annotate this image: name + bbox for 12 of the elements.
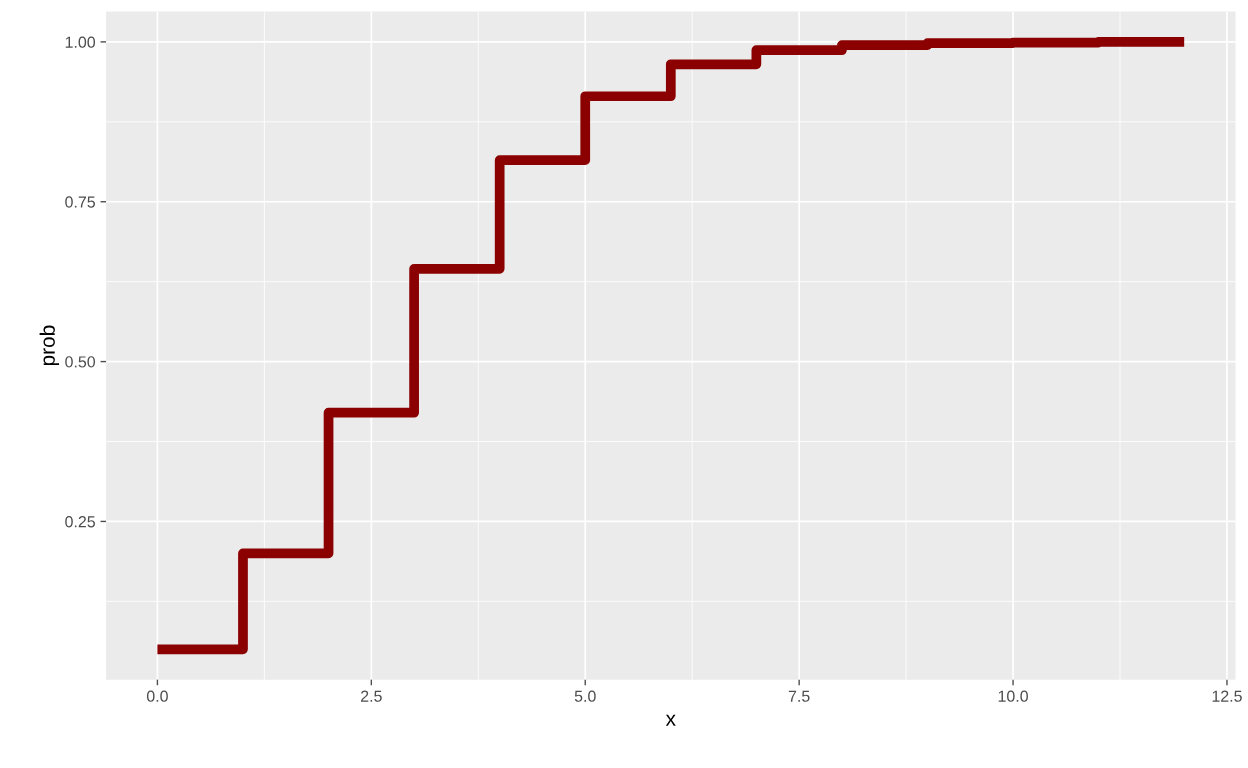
- x-tick-label: 0.0: [146, 690, 168, 702]
- y-tick-label: 0.25: [65, 516, 95, 528]
- y-tick-label: 0.50: [65, 356, 96, 368]
- y-tick-label: 1.00: [65, 36, 96, 48]
- x-tick-label: 10.0: [998, 690, 1028, 702]
- x-tick-label: 2.5: [361, 690, 382, 702]
- x-tick-label: 5.0: [574, 690, 596, 702]
- x-tick-label: 12.5: [1212, 690, 1242, 702]
- x-tick-label: 7.5: [788, 690, 810, 702]
- x-axis-title: x: [665, 714, 676, 726]
- y-tick-label: 0.75: [65, 196, 95, 208]
- y-axis-title: prob: [39, 325, 60, 366]
